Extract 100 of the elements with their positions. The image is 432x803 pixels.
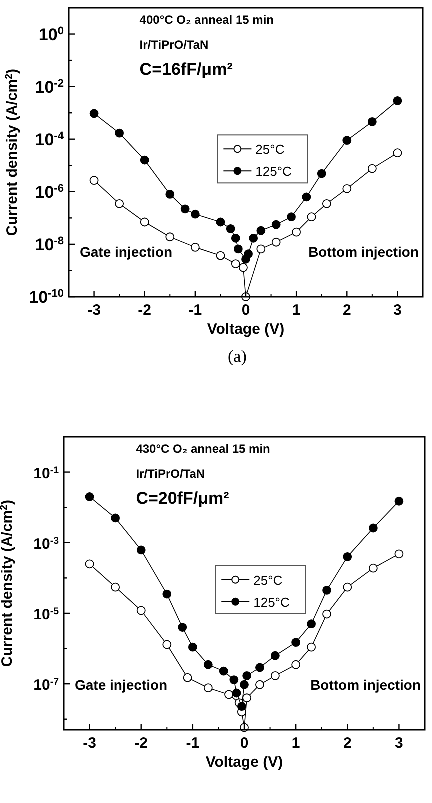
point — [231, 234, 240, 243]
point — [136, 546, 146, 555]
point — [232, 688, 242, 698]
point — [307, 212, 316, 222]
y-tick-label: 10$^{0}$ — [38, 25, 64, 44]
point — [256, 663, 264, 672]
annotation: Bottom injection — [308, 244, 419, 260]
y-tick-label: 10$^{-8}$ — [35, 235, 64, 254]
x-tick-label: -1 — [186, 735, 200, 752]
x-tick-label: 0 — [240, 735, 249, 752]
point — [188, 642, 198, 652]
point — [178, 623, 188, 632]
point — [111, 514, 120, 523]
point — [272, 220, 281, 230]
point — [322, 199, 332, 208]
point — [256, 226, 266, 236]
point — [322, 586, 332, 595]
point — [342, 136, 352, 146]
point — [90, 176, 99, 186]
x-tick-label: -3 — [88, 302, 101, 319]
point — [85, 492, 94, 502]
point — [85, 560, 94, 569]
y-tick-label: 10$^{-10}$ — [29, 288, 64, 307]
point — [256, 680, 264, 690]
y-tick-label: 10$^{-1}$ — [34, 464, 60, 482]
y-tick-label: 10$^{-2}$ — [35, 78, 64, 97]
annotation: Ir/TiPrO/TaN — [136, 467, 206, 481]
point — [249, 234, 258, 243]
x-tick-label: -3 — [83, 735, 96, 752]
x-axis-title: Voltage (V) — [206, 754, 284, 771]
legend-label: 25°C — [254, 572, 283, 588]
point — [190, 210, 200, 219]
x-tick-label: 1 — [292, 735, 300, 752]
point — [234, 244, 243, 254]
x-tick-label: 1 — [292, 302, 301, 319]
x-tick-label: 0 — [242, 302, 250, 319]
legend-label: 125°C — [256, 164, 292, 180]
point — [393, 96, 402, 106]
point — [231, 260, 240, 268]
point — [115, 128, 124, 138]
point — [240, 680, 249, 690]
point — [270, 671, 280, 680]
point — [224, 690, 234, 700]
text: (a) — [228, 347, 247, 366]
legend-label: 125°C — [254, 594, 290, 610]
point — [204, 684, 213, 693]
point — [393, 148, 402, 158]
point — [394, 496, 404, 506]
point — [90, 109, 99, 118]
point — [307, 642, 316, 652]
point — [292, 638, 301, 648]
point — [166, 232, 175, 242]
point — [272, 238, 281, 247]
point — [237, 702, 246, 712]
annotation: Gate injection — [80, 244, 173, 260]
point — [115, 199, 124, 208]
annotation: 400°C O₂ anneal 15 min — [140, 13, 274, 27]
point — [302, 192, 312, 202]
annotation: C=16fF/μm² — [140, 60, 234, 79]
point — [342, 184, 352, 194]
point — [239, 263, 248, 272]
point — [166, 190, 175, 199]
point — [368, 524, 378, 533]
point — [140, 156, 150, 165]
x-tick-label: -2 — [138, 302, 152, 319]
annotation: C=20fF/μm² — [136, 489, 230, 508]
point — [287, 212, 296, 222]
y-tick-label: 10$^{-6}$ — [35, 182, 64, 202]
point — [216, 251, 226, 260]
point — [343, 552, 352, 562]
point — [180, 204, 190, 214]
annotation: Ir/TiPrO/TaN — [140, 38, 209, 52]
point — [322, 610, 332, 619]
point — [242, 671, 252, 680]
point — [219, 666, 228, 676]
x-tick-label: 2 — [343, 735, 352, 752]
legend-label: 25°C — [256, 142, 285, 158]
point — [111, 582, 120, 592]
y-tick-label: 10$^{-4}$ — [35, 130, 65, 150]
point — [244, 250, 253, 259]
point — [230, 676, 239, 685]
x-tick-label: -2 — [134, 735, 148, 752]
annotation: Gate injection — [75, 677, 168, 693]
point — [368, 164, 377, 174]
y-tick-label: 10$^{-3}$ — [34, 535, 60, 553]
annotation: 430°C O₂ anneal 15 min — [136, 442, 270, 456]
point — [140, 218, 150, 227]
point — [307, 620, 316, 629]
x-tick-label: 3 — [395, 735, 404, 752]
point — [292, 660, 301, 670]
point — [216, 218, 226, 227]
x-axis-title: Voltage (V) — [207, 321, 285, 338]
point — [394, 550, 404, 559]
x-tick-label: -1 — [188, 302, 202, 319]
point — [368, 118, 377, 126]
x-tick-label: 2 — [342, 302, 352, 319]
point — [226, 224, 236, 234]
y-tick-label: 10$^{-5}$ — [34, 606, 60, 624]
point — [162, 640, 172, 650]
y-tick-label: 10$^{-7}$ — [34, 676, 59, 694]
